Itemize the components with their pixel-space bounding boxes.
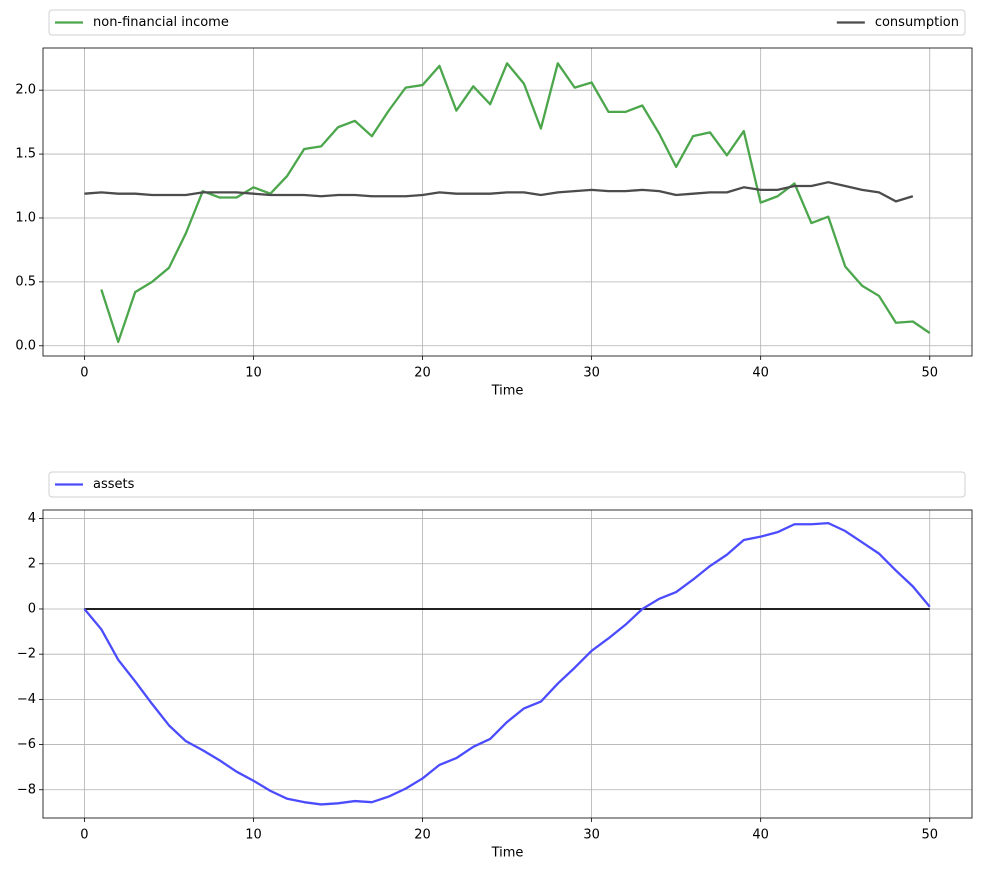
x-tick-label: 0 <box>80 366 88 381</box>
y-tick-label: −4 <box>17 692 36 707</box>
legend-box <box>48 9 966 36</box>
x-tick-label: 50 <box>921 366 938 381</box>
subplot: 0 10 20 30 40 50 0.0 0.5 1.0 1.5 2.0 Time non-financ… <box>15 9 973 399</box>
y-tick-label: 2.0 <box>15 83 36 98</box>
data-line <box>83 521 931 806</box>
y-tick-label: 0.5 <box>15 274 36 289</box>
y-tick-label: −8 <box>17 782 36 797</box>
legend-label: assets <box>93 477 135 492</box>
x-tick-label: 20 <box>414 366 431 381</box>
plot-frame <box>42 509 973 819</box>
data-line <box>100 62 931 344</box>
legend-box <box>48 471 966 498</box>
y-tick-label: 0.0 <box>15 338 36 353</box>
x-tick-label: 30 <box>583 828 600 843</box>
x-tick-label: 30 <box>583 366 600 381</box>
x-tick-label: 10 <box>245 828 262 843</box>
x-tick-label: 50 <box>921 828 938 843</box>
plot-frame <box>42 47 973 357</box>
y-tick-label: 1.0 <box>15 210 36 225</box>
y-tick-label: −2 <box>17 647 36 662</box>
legend-label: non-financial income <box>93 15 229 30</box>
y-tick-label: 1.5 <box>15 147 36 162</box>
x-tick-label: 10 <box>245 366 262 381</box>
x-axis-label: Time <box>491 384 524 399</box>
subplot: 0 10 20 30 40 50 −8 −6 −4 −2 0 2 4 Time assets <box>17 471 973 861</box>
x-tick-label: 20 <box>414 828 431 843</box>
y-tick-label: 2 <box>28 556 36 571</box>
x-tick-label: 0 <box>80 828 88 843</box>
x-tick-label: 40 <box>752 366 769 381</box>
x-axis-label: Time <box>491 846 524 861</box>
x-tick-label: 40 <box>752 828 769 843</box>
y-tick-label: 0 <box>28 601 36 616</box>
y-tick-label: −6 <box>17 737 36 752</box>
legend-label: consumption <box>875 15 959 30</box>
data-line <box>84 181 914 203</box>
y-tick-label: 4 <box>28 511 36 526</box>
